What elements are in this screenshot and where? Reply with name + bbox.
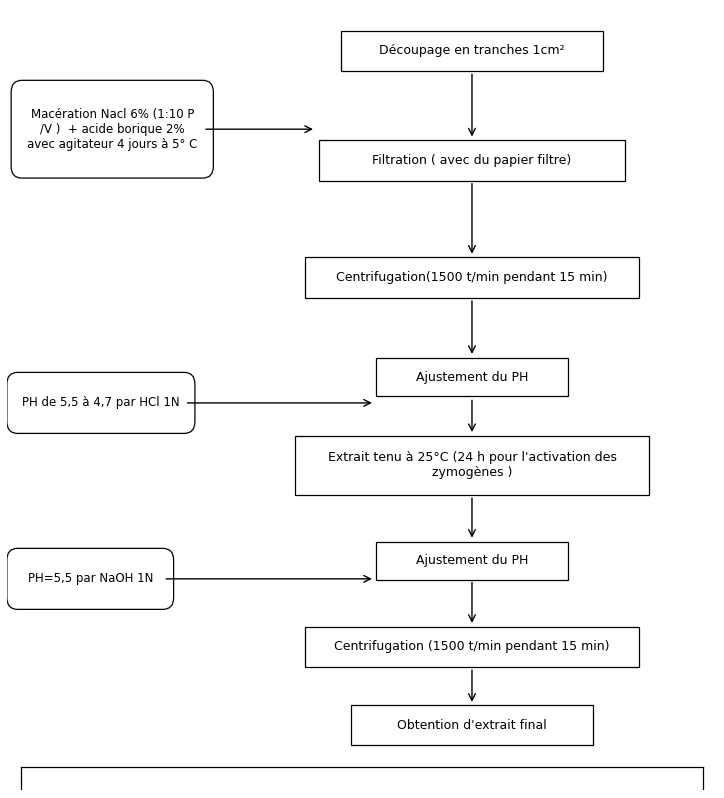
FancyBboxPatch shape [295,437,649,495]
Text: Ajustement du PH: Ajustement du PH [416,370,529,384]
Text: Filtration ( avec du papier filtre): Filtration ( avec du papier filtre) [372,154,572,167]
Text: Centrifugation(1500 t/min pendant 15 min): Centrifugation(1500 t/min pendant 15 min… [336,271,607,284]
FancyBboxPatch shape [306,626,639,667]
FancyBboxPatch shape [11,81,214,178]
Text: Découpage en tranches 1cm²: Découpage en tranches 1cm² [379,45,565,57]
Text: PH=5,5 par NaOH 1N: PH=5,5 par NaOH 1N [28,572,153,586]
Text: PH de 5,5 à 4,7 par HCl 1N: PH de 5,5 à 4,7 par HCl 1N [22,397,180,409]
FancyBboxPatch shape [7,548,174,610]
FancyBboxPatch shape [7,373,195,433]
FancyBboxPatch shape [351,705,592,745]
FancyBboxPatch shape [376,358,568,396]
Text: Obtention d'extrait final: Obtention d'extrait final [397,719,547,732]
Text: Ajustement du PH: Ajustement du PH [416,555,529,567]
FancyBboxPatch shape [319,140,625,181]
Text: Extrait tenu à 25°C (24 h pour l'activation des
zymogènes ): Extrait tenu à 25°C (24 h pour l'activat… [327,452,616,480]
FancyBboxPatch shape [341,30,603,71]
Text: Centrifugation (1500 t/min pendant 15 min): Centrifugation (1500 t/min pendant 15 mi… [334,641,610,654]
FancyBboxPatch shape [376,542,568,579]
Text: Macération Nacl 6% (1:10 P
/V )  + acide borique 2%
avec agitateur 4 jours à 5° : Macération Nacl 6% (1:10 P /V ) + acide … [27,108,198,151]
FancyBboxPatch shape [306,258,639,298]
